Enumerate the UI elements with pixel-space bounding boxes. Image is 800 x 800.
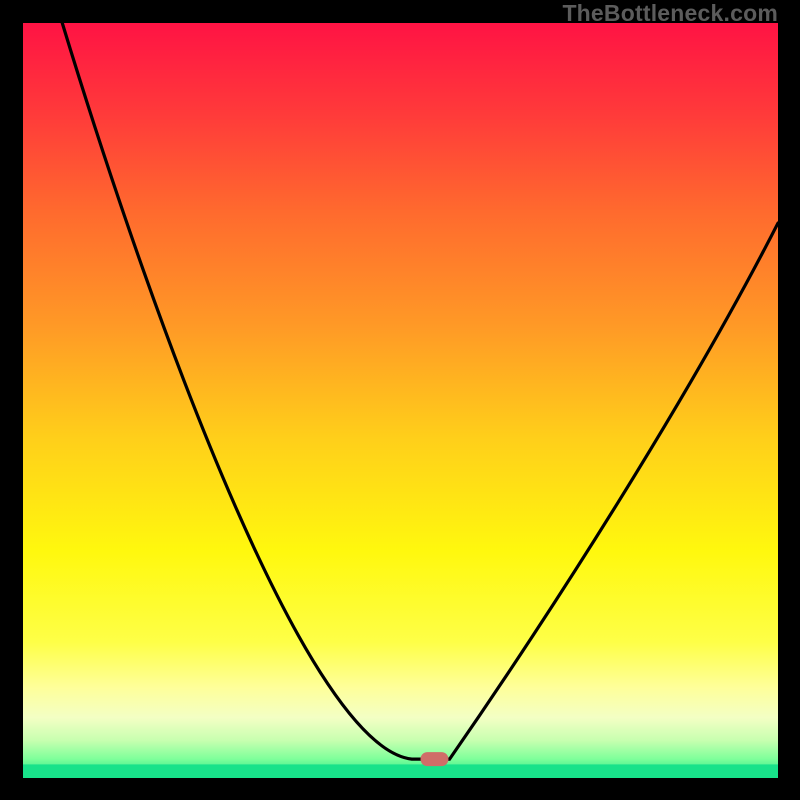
chart-bottom-band — [23, 764, 778, 778]
frame-bottom — [0, 778, 800, 800]
frame-right — [778, 0, 800, 800]
chart-background — [23, 23, 778, 778]
frame-left — [0, 0, 23, 800]
bottleneck-chart — [0, 0, 800, 800]
optimal-point-marker — [420, 752, 448, 766]
watermark-text: TheBottleneck.com — [562, 0, 778, 27]
